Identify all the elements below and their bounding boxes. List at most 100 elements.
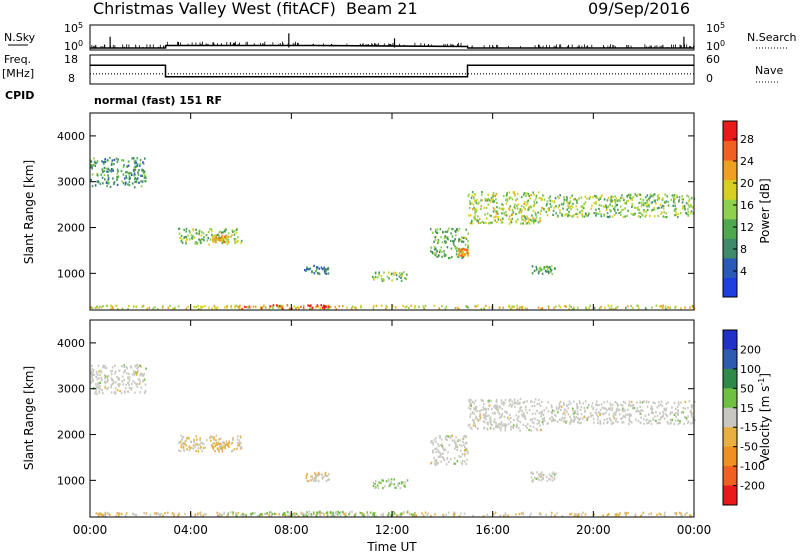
power-scatter-cell <box>195 305 198 309</box>
power-scatter-cell <box>122 165 125 168</box>
power-scatter-cell <box>681 201 684 204</box>
velocity-scatter-cell <box>488 399 490 402</box>
velocity-scatter-cell <box>90 370 93 373</box>
power-scatter-cell <box>451 235 454 238</box>
power-scatter-cell <box>526 307 529 310</box>
velocity-scatter-cell <box>540 471 543 474</box>
velocity-x-tick-label: 12:00 <box>375 523 410 537</box>
power-scatter-cell <box>513 206 516 209</box>
velocity-scatter-cell <box>603 407 605 410</box>
velocity-scatter-cell <box>308 480 310 483</box>
velocity-scatter-cell <box>464 442 467 445</box>
velocity-scatter-cell <box>162 514 164 517</box>
power-scatter-cell <box>183 236 185 239</box>
velocity-scatter-cell <box>98 377 100 380</box>
power-scatter-cell <box>631 197 633 200</box>
velocity-scatter-cell <box>91 375 93 378</box>
velocity-scatter-cell <box>331 511 334 514</box>
velocity-scatter-cell <box>102 366 104 369</box>
power-scatter-cell <box>103 173 106 177</box>
power-scatter-cell <box>558 204 561 207</box>
velocity-scatter-cell <box>564 409 567 412</box>
velocity-scatter-cell <box>504 398 507 402</box>
velocity-scatter-cell <box>117 383 119 386</box>
velocity-scatter-cell <box>354 514 356 517</box>
velocity-scatter-cell <box>639 405 641 408</box>
velocity-scatter-cell <box>312 479 315 482</box>
power-scatter-cell <box>674 202 676 205</box>
power-scatter-cell <box>378 271 380 274</box>
power-scatter-cell <box>610 200 612 203</box>
velocity-scatter-cell <box>552 471 555 474</box>
velocity-colorbar-swatch <box>723 388 737 409</box>
noise-left-tick-top: 105 <box>64 21 83 35</box>
velocity-scatter-cell <box>336 513 339 516</box>
power-scatter-cell <box>573 308 575 311</box>
velocity-scatter-cell <box>435 461 438 464</box>
power-scatter-cell <box>450 232 452 235</box>
power-scatter-cell <box>645 210 647 213</box>
power-scatter-cell <box>485 304 487 307</box>
power-scatter-cell <box>567 206 570 210</box>
velocity-scatter-cell <box>123 390 126 393</box>
power-scatter-cell <box>511 198 514 201</box>
velocity-scatter-cell <box>678 403 680 406</box>
power-scatter-cell <box>486 212 489 215</box>
power-scatter-cell <box>467 244 469 247</box>
velocity-scatter-cell <box>592 417 595 420</box>
velocity-scatter-cell <box>567 413 570 416</box>
power-scatter-cell <box>508 305 510 309</box>
velocity-scatter-cell <box>404 485 406 488</box>
power-scatter-cell <box>101 160 103 163</box>
power-scatter-cell <box>678 199 680 202</box>
power-scatter-cell <box>555 212 557 215</box>
tick-exponent: 0 <box>720 39 725 48</box>
power-scatter-cell <box>504 213 506 217</box>
velocity-scatter-cell <box>522 513 525 516</box>
power-scatter-cell <box>563 201 565 204</box>
power-scatter-cell <box>338 305 341 308</box>
velocity-scatter-cell <box>474 406 477 409</box>
power-scatter-cell <box>674 205 676 208</box>
power-scatter-cell <box>658 305 661 308</box>
velocity-scatter-cell <box>606 418 608 421</box>
power-scatter-cell <box>461 250 463 253</box>
velocity-scatter-cell <box>466 450 469 453</box>
power-scatter-cell <box>210 230 213 233</box>
velocity-scatter-cell <box>104 386 106 389</box>
velocity-scatter-cell <box>122 371 125 374</box>
power-scatter-cell <box>97 181 100 184</box>
velocity-scatter-cell <box>440 460 442 463</box>
velocity-scatter-cell <box>615 417 618 421</box>
power-scatter-cell <box>169 304 171 307</box>
velocity-scatter-cell <box>483 420 485 423</box>
velocity-scatter-cell <box>616 407 619 410</box>
velocity-scatter-cell <box>137 365 140 369</box>
velocity-scatter-cell <box>513 418 515 422</box>
power-scatter-cell <box>524 208 526 211</box>
velocity-scatter-cell <box>135 373 138 376</box>
power-scatter-cell <box>438 307 441 310</box>
velocity-scatter-cell <box>659 422 661 425</box>
power-scatter-cell <box>404 306 407 309</box>
velocity-scatter-cell <box>598 404 600 407</box>
power-scatter-cell <box>467 254 469 257</box>
velocity-scatter-cell <box>663 407 666 410</box>
power-scatter-cell <box>222 238 225 241</box>
velocity-scatter-cell <box>525 424 527 428</box>
power-scatter-cell <box>603 213 606 216</box>
velocity-scatter-cell <box>218 438 221 441</box>
velocity-scatter-cell <box>584 410 586 413</box>
velocity-scatter-cell <box>463 435 465 438</box>
power-scatter-cell <box>430 250 432 253</box>
power-scatter-cell <box>192 235 194 238</box>
power-scatter-cell <box>390 273 392 276</box>
velocity-scatter-cell <box>542 423 544 426</box>
velocity-scatter-cell <box>599 421 602 424</box>
velocity-scatter-cell <box>643 400 645 403</box>
power-scatter-cell <box>631 205 633 208</box>
power-scatter-cell <box>471 191 474 194</box>
velocity-scatter-cell <box>496 407 498 410</box>
power-scatter-cell <box>220 236 223 239</box>
